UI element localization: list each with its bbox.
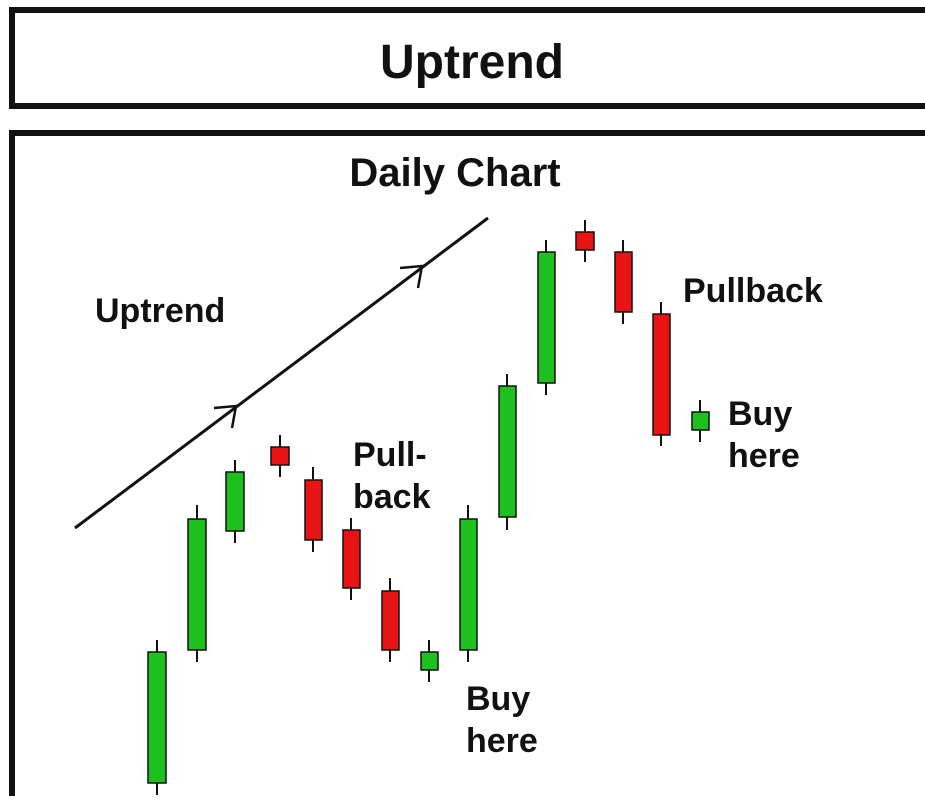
header-box: [9, 7, 925, 109]
chart-title: Daily Chart: [349, 151, 560, 195]
chart-frame: [9, 130, 925, 800]
buy-label: Buy: [466, 680, 530, 718]
buy-label: here: [466, 722, 538, 760]
pullback-label: Pullback: [683, 272, 823, 310]
trend-label: Uptrend: [95, 292, 225, 330]
candles: [147, 220, 710, 795]
pullback-label: Pull-: [353, 436, 427, 474]
buy-label: here: [728, 437, 800, 475]
trend-line: [74, 216, 489, 530]
pullback-label: back: [353, 478, 431, 516]
buy-label: Buy: [728, 395, 792, 433]
header-title: Uptrend: [380, 36, 564, 89]
